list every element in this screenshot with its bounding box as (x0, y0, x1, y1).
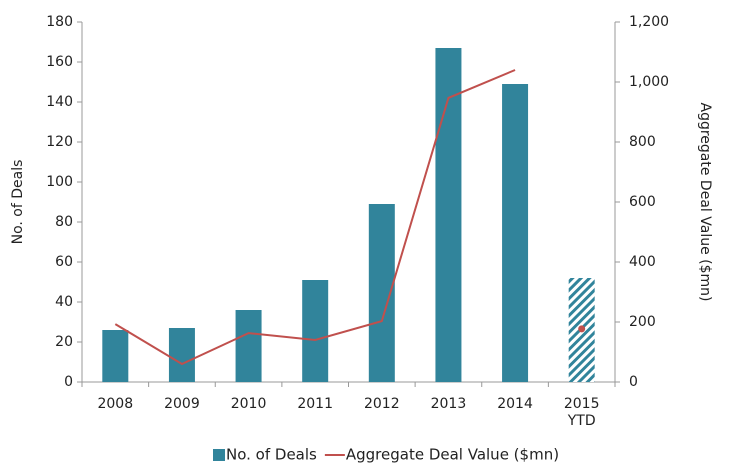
y-tick-label: 100 (46, 174, 73, 190)
y2-tick-label: 0 (629, 374, 638, 390)
y2-tick-label: 200 (629, 314, 656, 330)
x-tick-label: 2013 (431, 396, 467, 412)
x-tick-label: 2010 (231, 396, 267, 412)
x-tick-label: 2011 (297, 396, 333, 412)
x-tick-label: 2015 YTD (564, 396, 600, 429)
y2-tick-label: 1,200 (629, 14, 669, 30)
y2-tick-label: 600 (629, 194, 656, 210)
x-tick-label: 2014 (497, 396, 533, 412)
y-tick-label: 60 (55, 254, 73, 270)
bar (235, 310, 262, 382)
legend-swatch (213, 449, 225, 461)
bar (502, 84, 529, 382)
y-tick-label: 40 (55, 294, 73, 310)
bar (435, 48, 462, 382)
y2-tick-label: 800 (629, 134, 656, 150)
y-tick-label: 160 (46, 54, 73, 70)
y-tick-label: 0 (64, 374, 73, 390)
x-tick-label: 2008 (97, 396, 133, 412)
bar (168, 328, 195, 382)
legend-label: No. of Deals (226, 446, 317, 463)
y2-tick-label: 400 (629, 254, 656, 270)
line (114, 69, 516, 366)
legend-label: Aggregate Deal Value ($mn) (346, 446, 559, 463)
bar (102, 330, 129, 382)
y-tick-label: 140 (46, 94, 73, 110)
x-tick-label: 2009 (164, 396, 200, 412)
bar (302, 280, 329, 382)
y2-axis-title: Aggregate Deal Value ($mn) (697, 103, 713, 302)
x-tick-label: 2012 (364, 396, 400, 412)
y-tick-label: 180 (46, 14, 73, 30)
y2-tick-label: 1,000 (629, 74, 669, 90)
y-tick-label: 80 (55, 214, 73, 230)
y-tick-label: 120 (46, 134, 73, 150)
point (578, 325, 586, 333)
y-tick-label: 20 (55, 334, 73, 350)
y-axis-title: No. of Deals (10, 160, 26, 245)
